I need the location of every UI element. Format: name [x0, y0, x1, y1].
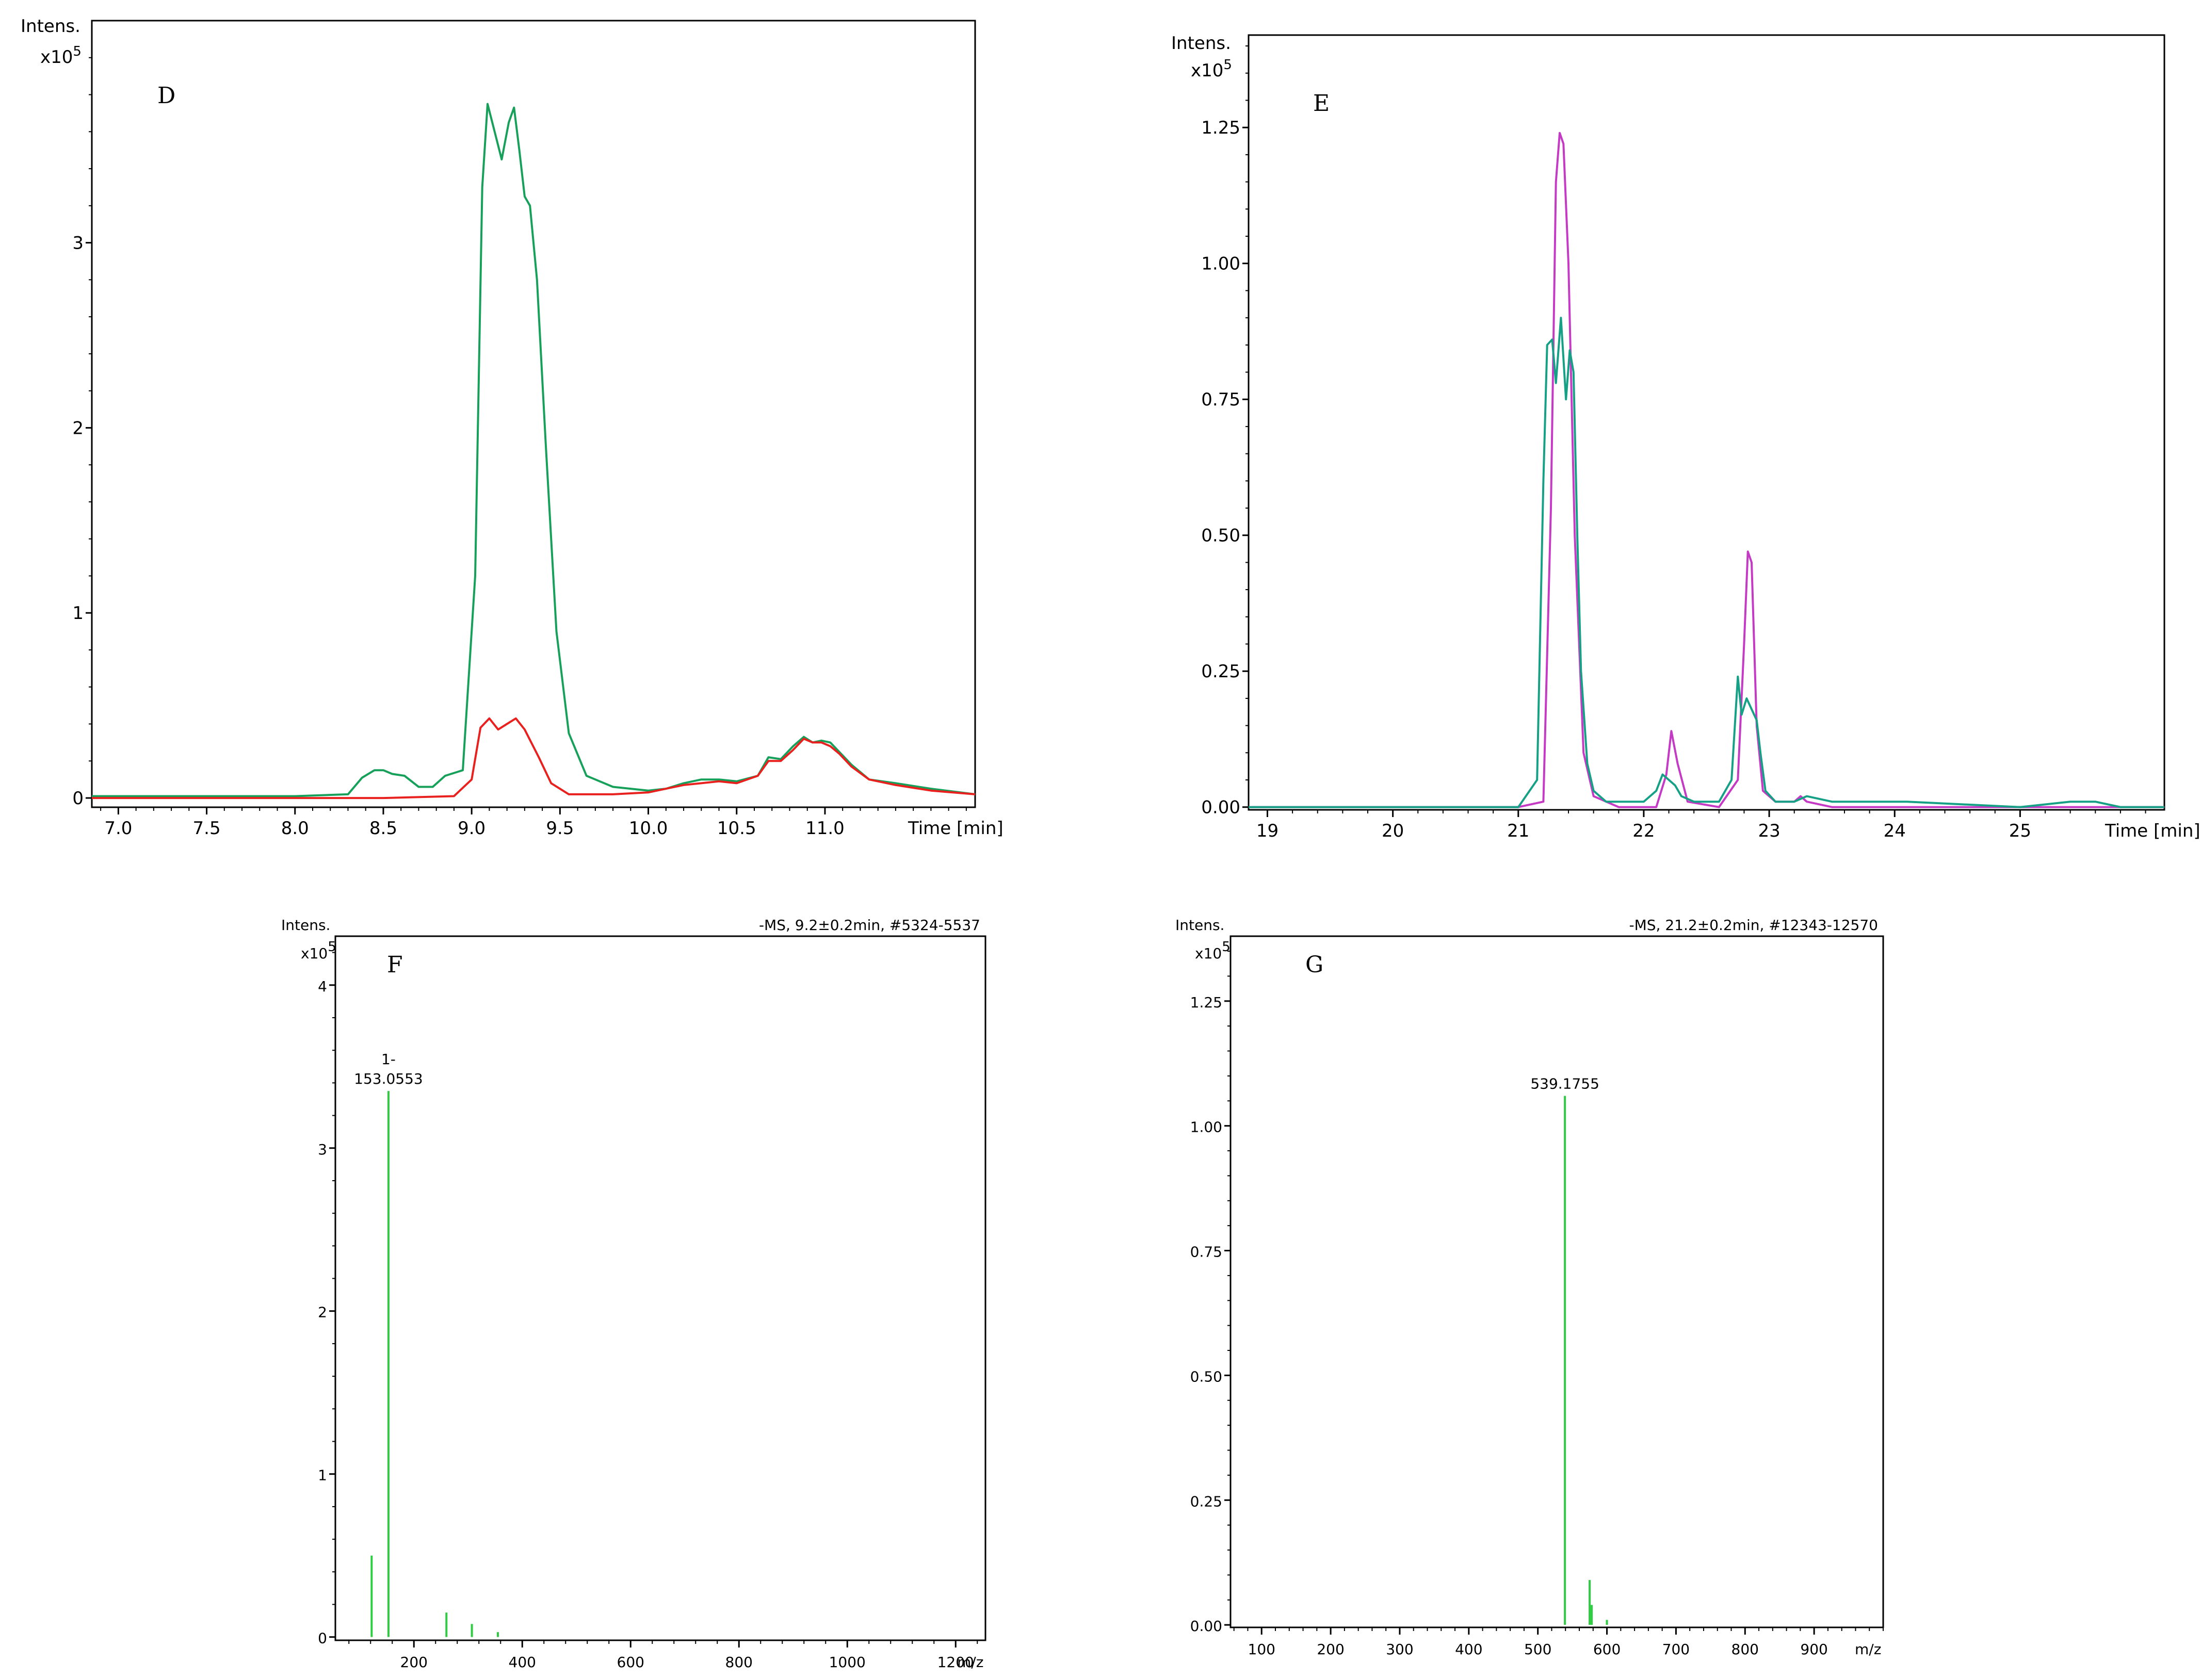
y-tick-label: 0.00 — [1190, 1618, 1222, 1635]
y-axis-scale-exponent: 5 — [1223, 57, 1232, 73]
y-axis-scale-exponent: 5 — [328, 939, 336, 955]
y-tick-label: 1.00 — [1190, 1119, 1222, 1136]
y-tick-label: 0.50 — [1201, 526, 1240, 546]
x-tick-label: 23 — [1758, 821, 1780, 841]
x-tick-label: 900 — [1800, 1641, 1827, 1658]
x-axis-title: Time [min] — [2105, 821, 2200, 841]
x-tick-label: 800 — [1731, 1641, 1759, 1658]
peak-label: 1- — [381, 1051, 396, 1068]
y-tick-label: 1.25 — [1190, 994, 1222, 1011]
plot-frame — [91, 20, 976, 808]
x-tick-label: 200 — [1317, 1641, 1344, 1658]
panel-letter: E — [1313, 90, 1330, 117]
x-tick-label: 11.0 — [805, 818, 845, 839]
peak-label: 153.0553 — [354, 1070, 423, 1087]
panel-letter: F — [387, 952, 403, 978]
chart-panel-e: 0.00 0.25 0.50 0.75 1.00 1.25 19 20 21 22 23 24 25 In… — [1171, 33, 2200, 841]
y-axis-title: Intens. — [281, 917, 330, 934]
series-line-2 — [92, 717, 976, 800]
y-tick-label: 0 — [318, 1630, 327, 1647]
y-axis-scale: x105 — [1191, 57, 1232, 81]
y-tick-label: 0 — [72, 788, 84, 809]
x-tick-label: 300 — [1386, 1641, 1413, 1658]
y-tick-label: 2 — [318, 1304, 327, 1321]
y-axis-title: Intens. — [21, 16, 80, 37]
x-tick-label: 19 — [1256, 821, 1278, 841]
x-tick-label: 7.5 — [193, 818, 221, 839]
x-tick-label: 22 — [1632, 821, 1655, 841]
y-axis-scale: x105 — [301, 939, 336, 962]
peak-label: 539.1755 — [1530, 1075, 1599, 1092]
x-tick-label: 8.0 — [281, 818, 309, 839]
x-tick-label: 500 — [1524, 1641, 1551, 1658]
panel-letter: G — [1305, 952, 1323, 978]
x-tick-label: 21 — [1507, 821, 1529, 841]
x-tick-label: 10.5 — [717, 818, 756, 839]
y-tick-label: 1.00 — [1201, 254, 1240, 274]
x-tick-label: 24 — [1884, 821, 1906, 841]
panel-letter: D — [157, 83, 175, 109]
x-tick-label: 8.5 — [369, 818, 397, 839]
x-tick-label: 800 — [725, 1654, 753, 1671]
x-tick-label: 600 — [1593, 1641, 1621, 1658]
x-axis-title: m/z — [1855, 1641, 1881, 1658]
plot-frame — [1248, 34, 2165, 811]
spectrum-info: -MS, 21.2±0.2min, #12343-12570 — [1629, 917, 1878, 934]
x-tick-label: 100 — [1248, 1641, 1275, 1658]
y-tick-label: 0.25 — [1201, 661, 1240, 682]
y-tick-label: 0.75 — [1201, 389, 1240, 410]
x-tick-label: 600 — [617, 1654, 644, 1671]
y-tick-label: 0.25 — [1190, 1493, 1222, 1510]
plot-frame — [334, 935, 986, 1641]
series-line-1 — [92, 103, 976, 797]
y-tick-label: 1 — [72, 603, 84, 624]
y-tick-label: 0.75 — [1190, 1244, 1222, 1261]
y-tick-label: 1 — [318, 1467, 327, 1484]
x-tick-label: 1000 — [829, 1654, 866, 1671]
x-tick-label: 10.0 — [629, 818, 668, 839]
spectrum-info: -MS, 9.2±0.2min, #5324-5537 — [759, 917, 980, 934]
y-tick-label: 4 — [318, 978, 327, 995]
series-line-2 — [1249, 317, 2164, 808]
y-tick-label: 0.00 — [1201, 797, 1240, 818]
x-tick-label: 400 — [509, 1654, 536, 1671]
y-tick-label: 3 — [72, 233, 84, 254]
plot-frame — [1229, 935, 1884, 1628]
chart-panel-g: 0.00 0.25 0.50 0.75 1.00 1.25 100 200 300 400 500 6… — [1175, 917, 1884, 1658]
x-axis-title: Time [min] — [908, 818, 1004, 839]
x-tick-label: 7.0 — [104, 818, 132, 839]
x-tick-label: 200 — [400, 1654, 428, 1671]
x-axis-title: m/z — [957, 1654, 983, 1671]
y-tick-label: 0.50 — [1190, 1368, 1222, 1385]
chart-panel-d: 0 1 2 3 7.0 7.5 8.0 8.5 9.0 9.5 10.0 10.5 11.0 Intens… — [21, 16, 1004, 839]
y-axis-title: Intens. — [1175, 917, 1224, 934]
x-tick-label: 9.5 — [546, 818, 574, 839]
x-tick-label: 9.0 — [458, 818, 485, 839]
x-tick-label: 700 — [1662, 1641, 1690, 1658]
chart-panel-f: 0 1 2 3 4 200 400 600 800 1000 1200 Intens. x105 m/z F… — [281, 917, 986, 1671]
series-line-1 — [1249, 132, 2164, 808]
y-tick-label: 3 — [318, 1141, 327, 1158]
y-axis-title: Intens. — [1171, 33, 1231, 54]
y-axis-scale-exponent: 5 — [1222, 939, 1231, 955]
x-tick-label: 400 — [1455, 1641, 1482, 1658]
x-tick-label: 1200 — [937, 1654, 974, 1671]
x-tick-label: 25 — [2009, 821, 2031, 841]
y-axis-scale: x105 — [1195, 939, 1231, 962]
y-tick-label: 1.25 — [1201, 118, 1240, 138]
y-tick-label: 2 — [72, 418, 84, 438]
x-tick-label: 20 — [1382, 821, 1404, 841]
y-axis-scale: x105 — [40, 44, 82, 68]
y-axis-scale-exponent: 5 — [73, 44, 82, 59]
